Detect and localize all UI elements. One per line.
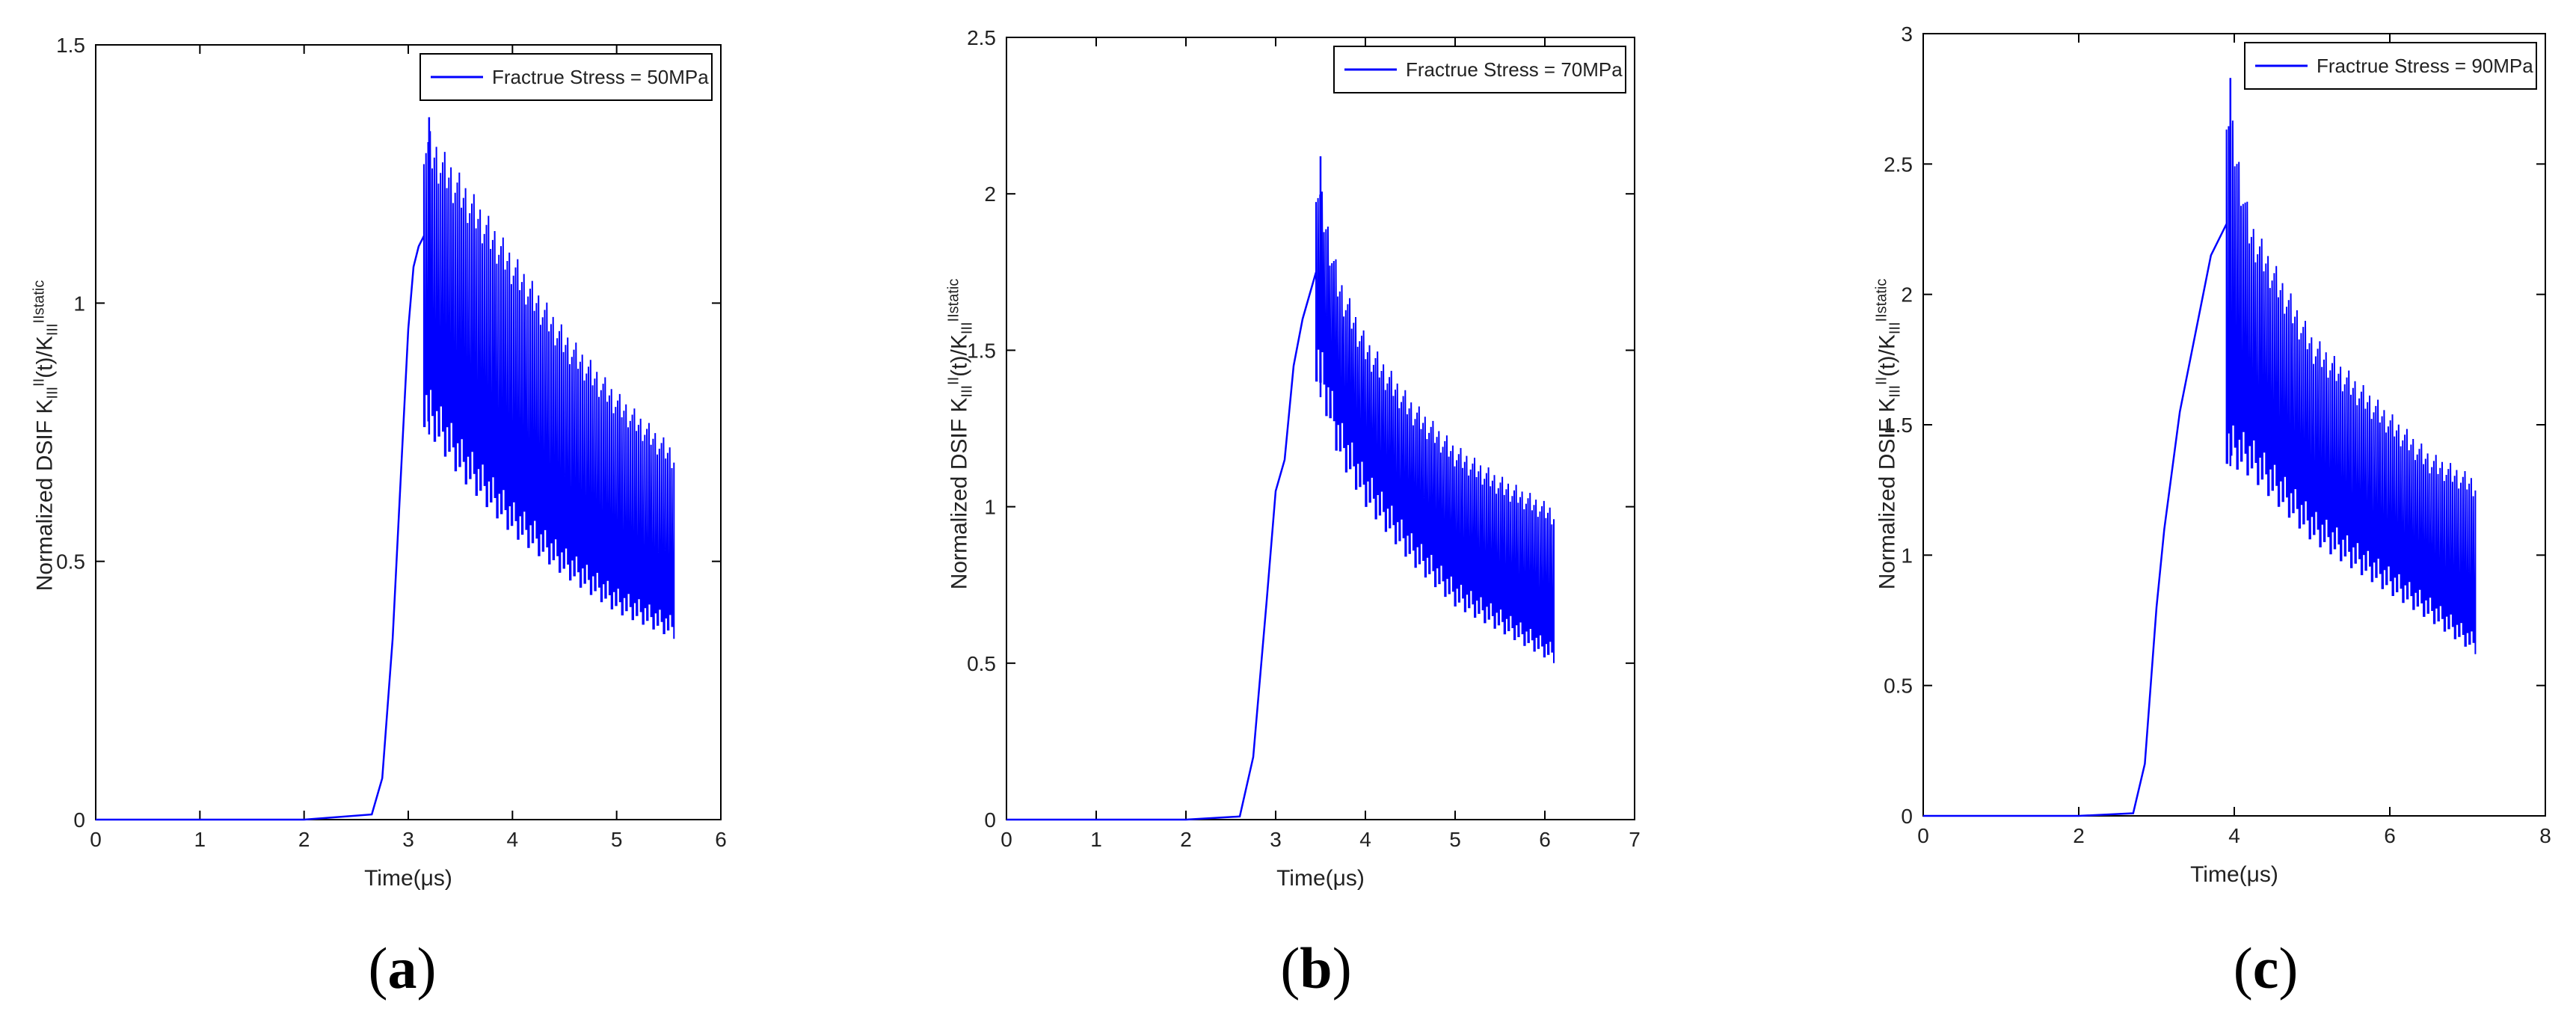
x-tick-label: 2 (2073, 824, 2085, 847)
x-tick-label: 0 (1917, 824, 1929, 847)
x-tick-label: 3 (402, 828, 414, 851)
x-tick-label: 1 (194, 828, 206, 851)
x-tick-label: 2 (1180, 828, 1192, 851)
legend-label: Fractrue Stress = 70MPa (1406, 58, 1623, 81)
legend-label: Fractrue Stress = 50MPa (492, 66, 709, 88)
plot-frame (1006, 37, 1635, 820)
legend-label: Fractrue Stress = 90MPa (2317, 55, 2533, 77)
x-tick-label: 4 (1359, 828, 1371, 851)
series-oscillation (1315, 191, 1555, 663)
y-axis-title: Normalized DSIF KIIIII(t)/KIIIIIstatic (945, 278, 976, 590)
y-tick-label: 0.5 (1884, 675, 1913, 698)
x-tick-label: 6 (2384, 824, 2396, 847)
y-tick-label: 2.5 (967, 26, 996, 49)
chart-svg-a: 0 1 2 3 4 5 6 0 0.5 1 1.5 Time(μs) Fractrue Stress =… (56, 34, 727, 891)
series-rise-line (1923, 223, 2228, 817)
y-tick-label: 1.5 (56, 34, 85, 57)
y-tick-label: 2.5 (1884, 153, 1913, 176)
chart-panel-b: 0 1 2 3 4 5 6 7 0 0.5 1 1.5 2 2.5 Time(μs) Fractrue Str… (858, 0, 1717, 1029)
y-tick-label: 0 (73, 808, 85, 832)
series-oscillation (422, 131, 675, 639)
x-tick-label: 0 (90, 828, 102, 851)
chart-panel-a: 0 1 2 3 4 5 6 0 0.5 1 1.5 Time(μs) Fractrue Stress =… (0, 0, 858, 1029)
y-tick-label: 0 (1901, 805, 1913, 828)
x-tick-label: 8 (2539, 824, 2551, 847)
x-tick-label: 5 (1449, 828, 1461, 851)
series-rise-line (96, 235, 425, 821)
y-axis-title: Normalized DSIF KIIIII(t)/KIIIIIstatic (31, 280, 61, 592)
x-tick-label: 4 (507, 828, 519, 851)
plot-frame (95, 44, 722, 820)
y-axis-title: Normalized DSIF KIIIII(t)/KIIIIIstatic (1873, 278, 1904, 590)
series-rise-line (1006, 271, 1318, 821)
y-tick-label: 0.5 (56, 550, 85, 574)
chart-svg-b: 0 1 2 3 4 5 6 7 0 0.5 1 1.5 2 2.5 Time(μs) Fractrue Str… (967, 26, 1641, 891)
panel-label: (c) (2233, 936, 2299, 1001)
y-tick-label: 2 (984, 182, 996, 206)
x-tick-label: 5 (611, 828, 623, 851)
x-tick-label: 7 (1629, 828, 1641, 851)
y-tick-label: 1 (984, 496, 996, 519)
y-tick-label: 1.5 (1884, 414, 1913, 437)
x-tick-label: 0 (1000, 828, 1012, 851)
chart-panel-c: 0 2 4 6 8 0 0.5 1 1.5 2 2.5 3 Time(μs) Fractrue Stres… (1717, 0, 2575, 1029)
panel-label: (a) (368, 936, 437, 1001)
series-oscillation (2225, 120, 2477, 654)
panel-label: (b) (1280, 936, 1352, 1001)
x-tick-label: 2 (298, 828, 310, 851)
x-tick-label: 6 (715, 828, 727, 851)
x-tick-label: 3 (1270, 828, 1282, 851)
x-axis-title: Time(μs) (1276, 866, 1365, 891)
y-tick-label: 1 (1901, 544, 1913, 567)
x-axis-title: Time(μs) (364, 866, 452, 891)
chart-svg-c: 0 2 4 6 8 0 0.5 1 1.5 2 2.5 3 Time(μs) Fractrue Stres… (1884, 22, 2551, 887)
x-tick-label: 1 (1090, 828, 1102, 851)
x-axis-title: Time(μs) (2190, 862, 2278, 887)
y-tick-label: 3 (1901, 22, 1913, 46)
y-tick-label: 0.5 (967, 652, 996, 675)
y-tick-label: 1 (73, 292, 85, 315)
x-tick-label: 6 (1539, 828, 1551, 851)
y-tick-label: 1.5 (967, 339, 996, 362)
y-tick-label: 0 (984, 808, 996, 832)
x-tick-label: 4 (2228, 824, 2240, 847)
y-tick-label: 2 (1901, 283, 1913, 307)
